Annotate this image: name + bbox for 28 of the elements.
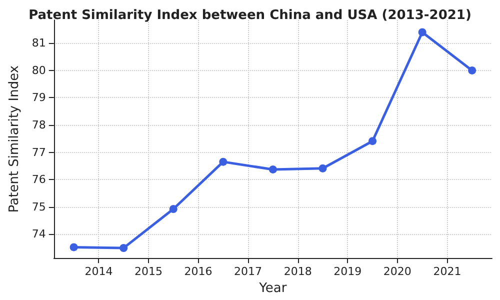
point <box>318 164 327 172</box>
x-tick-label: 2021 <box>433 265 462 278</box>
y-tick-label: 74 <box>32 228 46 241</box>
x-tick-label: 2019 <box>334 265 362 278</box>
x-tick-label: 2015 <box>134 265 162 278</box>
point <box>120 244 128 252</box>
y-tick-label: 81 <box>32 36 46 50</box>
chart-title: Patent Similarity Index between China and USA (2013-2021) <box>28 8 472 23</box>
y-tick-label: 80 <box>32 64 46 77</box>
y-tick-label: 78 <box>32 118 46 132</box>
point <box>169 205 178 214</box>
y-tick-label: 79 <box>32 91 46 104</box>
x-tick-label: 2017 <box>234 265 262 278</box>
point <box>219 158 228 166</box>
point <box>268 165 277 174</box>
y-tick-label: 75 <box>32 200 46 214</box>
point <box>70 243 78 252</box>
y-tick-label: 76 <box>32 173 46 186</box>
point <box>468 66 476 74</box>
y-tick-label: 77 <box>32 146 46 159</box>
point <box>418 28 426 36</box>
x-tick-label: 2018 <box>284 265 312 278</box>
point <box>368 137 377 146</box>
x-tick-label: 2016 <box>184 265 212 278</box>
x-axis-title: Year <box>258 281 288 296</box>
y-axis-title: Patent Similarity Index <box>7 65 22 213</box>
x-tick-label: 2020 <box>383 265 412 278</box>
x-tick-label: 2014 <box>84 265 113 278</box>
